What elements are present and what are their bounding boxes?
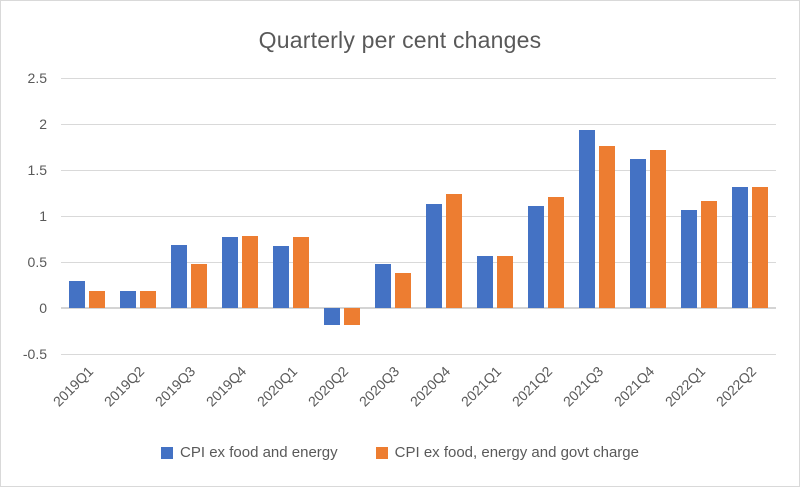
bar-series1[interactable] (68, 281, 85, 308)
bar-series1[interactable] (119, 290, 136, 308)
bar-series2[interactable] (701, 201, 718, 308)
bar-series1[interactable] (221, 237, 238, 308)
series1-swatch-icon (161, 446, 174, 459)
bar-series1[interactable] (732, 186, 749, 308)
bar-series2[interactable] (752, 186, 769, 308)
chart-title: Quarterly per cent changes (258, 27, 542, 53)
bar-series1[interactable] (630, 158, 647, 308)
bar-series1[interactable] (426, 204, 443, 308)
legend-label-series2: CPI ex food, energy and govt charge (394, 444, 639, 461)
bar-series2[interactable] (88, 290, 105, 308)
gridline (61, 215, 776, 217)
bar-series2[interactable] (139, 290, 156, 308)
bar-series1[interactable] (272, 246, 289, 308)
bar-series1[interactable] (579, 129, 596, 308)
bar-series1[interactable] (374, 263, 391, 308)
series2-swatch-icon (375, 446, 388, 459)
bar-series1[interactable] (170, 245, 187, 308)
plot-area (61, 77, 776, 355)
gridline (61, 169, 776, 171)
y-tick-label: 1.5 (27, 162, 47, 178)
legend-item-series1[interactable]: CPI ex food and energy (161, 444, 338, 461)
gridline (61, 261, 776, 263)
legend-label-series1: CPI ex food and energy (180, 444, 338, 461)
legend: CPI ex food and energy CPI ex food, ener… (1, 444, 799, 461)
bar-series2[interactable] (241, 236, 258, 308)
bar-series2[interactable] (548, 196, 565, 308)
y-tick-label: 0.5 (27, 254, 47, 270)
bar-series1[interactable] (528, 205, 545, 308)
bar-series2[interactable] (394, 273, 411, 308)
bar-series2[interactable] (497, 256, 514, 308)
bar-series1[interactable] (477, 256, 494, 308)
bar-series2[interactable] (190, 263, 207, 308)
gridline (61, 353, 776, 355)
y-tick-label: 1 (39, 208, 47, 224)
bar-series1[interactable] (323, 308, 340, 326)
bar-series2[interactable] (650, 149, 667, 308)
gridline (61, 123, 776, 125)
bar-series2[interactable] (599, 146, 616, 308)
y-tick-label: 0 (39, 300, 47, 316)
legend-item-series2[interactable]: CPI ex food, energy and govt charge (375, 444, 639, 461)
bar-series2[interactable] (292, 237, 309, 308)
y-tick-label: 2 (39, 116, 47, 132)
bar-series2[interactable] (446, 193, 463, 308)
y-tick-label: -0.5 (22, 346, 47, 362)
x-axis-line (61, 307, 776, 309)
gridline (61, 77, 776, 79)
bar-series1[interactable] (681, 209, 698, 308)
bar-series2[interactable] (343, 308, 360, 326)
y-tick-label: 2.5 (27, 70, 47, 86)
